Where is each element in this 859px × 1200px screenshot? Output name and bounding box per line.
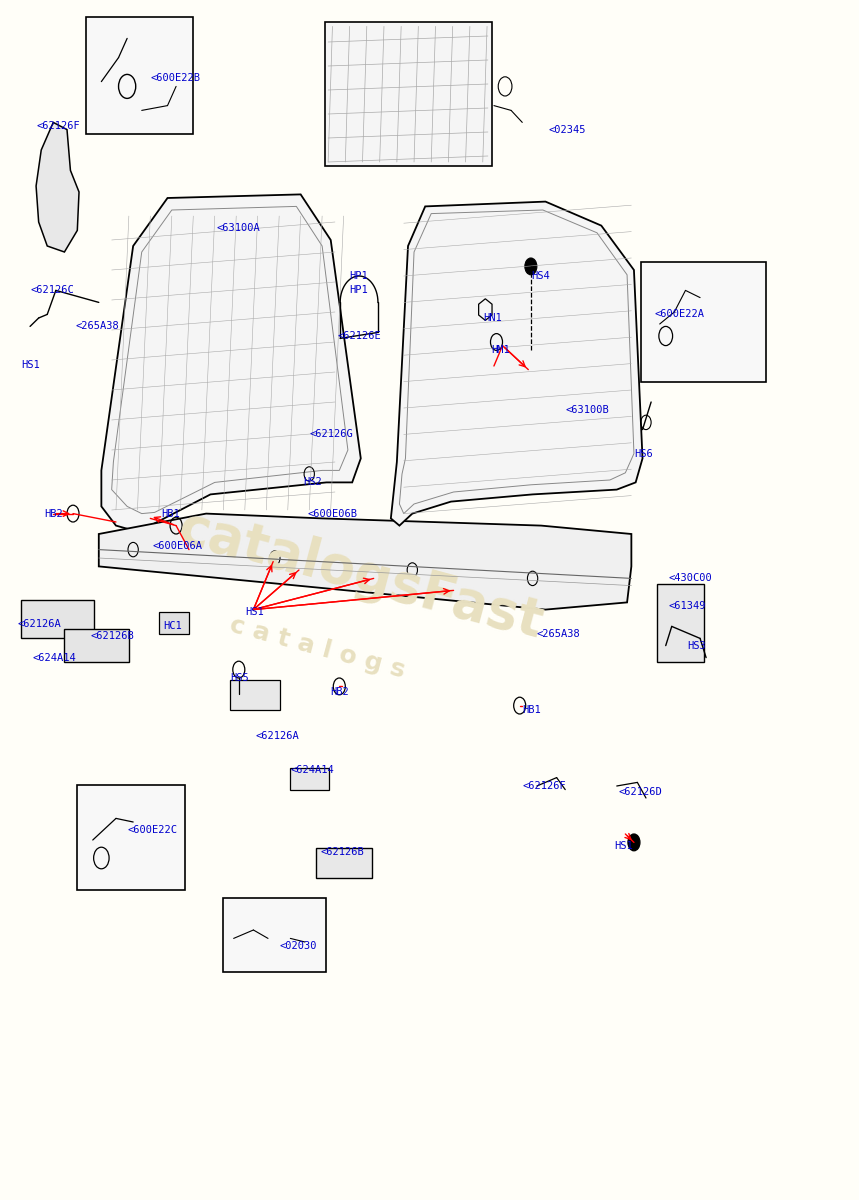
Text: <62126E: <62126E xyxy=(338,331,381,341)
Text: <600E22C: <600E22C xyxy=(127,826,177,835)
Text: <02345: <02345 xyxy=(548,125,586,134)
Text: <600E06B: <600E06B xyxy=(308,509,357,518)
Text: <600E22B: <600E22B xyxy=(150,73,200,83)
Text: <430C00: <430C00 xyxy=(668,574,712,583)
Polygon shape xyxy=(391,202,643,526)
Text: <265A38: <265A38 xyxy=(537,629,581,638)
Bar xyxy=(316,848,372,878)
Bar xyxy=(86,17,193,134)
Text: <63100B: <63100B xyxy=(565,406,609,415)
Text: <62126B: <62126B xyxy=(90,631,134,641)
Bar xyxy=(230,680,280,710)
Text: c a t a l o g s: c a t a l o g s xyxy=(228,613,408,683)
Text: <02030: <02030 xyxy=(279,941,317,950)
Text: HS2: HS2 xyxy=(303,478,322,487)
Text: <61349: <61349 xyxy=(668,601,706,611)
Text: <624A14: <624A14 xyxy=(33,653,76,662)
Text: HP1: HP1 xyxy=(350,286,369,295)
Circle shape xyxy=(628,834,640,851)
Text: <62126C: <62126C xyxy=(30,286,74,295)
Text: <62126F: <62126F xyxy=(37,121,81,131)
Text: HS6: HS6 xyxy=(634,449,653,458)
Polygon shape xyxy=(99,514,631,610)
Bar xyxy=(21,600,94,638)
Text: HB2: HB2 xyxy=(45,509,64,518)
Text: HB1: HB1 xyxy=(522,706,541,715)
Text: <62126F: <62126F xyxy=(522,781,566,791)
Polygon shape xyxy=(36,122,79,252)
Text: HP1: HP1 xyxy=(350,271,369,281)
Text: HN1: HN1 xyxy=(483,313,502,323)
Text: <600E06A: <600E06A xyxy=(153,541,203,551)
Circle shape xyxy=(525,258,537,275)
Text: catalogsFast: catalogsFast xyxy=(173,503,549,649)
Text: HC1: HC1 xyxy=(163,622,182,631)
Text: <63100A: <63100A xyxy=(216,223,260,233)
Text: <62126D: <62126D xyxy=(618,787,662,797)
Text: HM1: HM1 xyxy=(491,346,510,355)
Bar xyxy=(325,22,492,166)
Text: HS1: HS1 xyxy=(245,607,264,617)
Bar xyxy=(290,768,329,790)
Text: HS4: HS4 xyxy=(531,271,550,281)
Text: HS5: HS5 xyxy=(230,673,249,683)
Text: <62126A: <62126A xyxy=(256,731,300,740)
Bar xyxy=(642,262,766,382)
Bar xyxy=(223,898,326,972)
Bar xyxy=(77,785,185,890)
Text: <62126G: <62126G xyxy=(309,430,353,439)
Text: <265A38: <265A38 xyxy=(76,322,119,331)
Polygon shape xyxy=(101,194,361,530)
Text: <600E22A: <600E22A xyxy=(655,310,704,319)
Text: HS1: HS1 xyxy=(614,841,633,851)
Bar xyxy=(159,612,189,634)
Text: HS3: HS3 xyxy=(687,641,706,650)
Text: <62126A: <62126A xyxy=(17,619,61,629)
Text: HB2: HB2 xyxy=(331,688,350,697)
Text: <62126B: <62126B xyxy=(320,847,363,857)
Bar xyxy=(657,584,704,662)
Text: HB1: HB1 xyxy=(161,509,180,518)
Text: HS1: HS1 xyxy=(21,360,40,370)
Bar xyxy=(64,629,129,662)
Text: <624A14: <624A14 xyxy=(290,766,334,775)
